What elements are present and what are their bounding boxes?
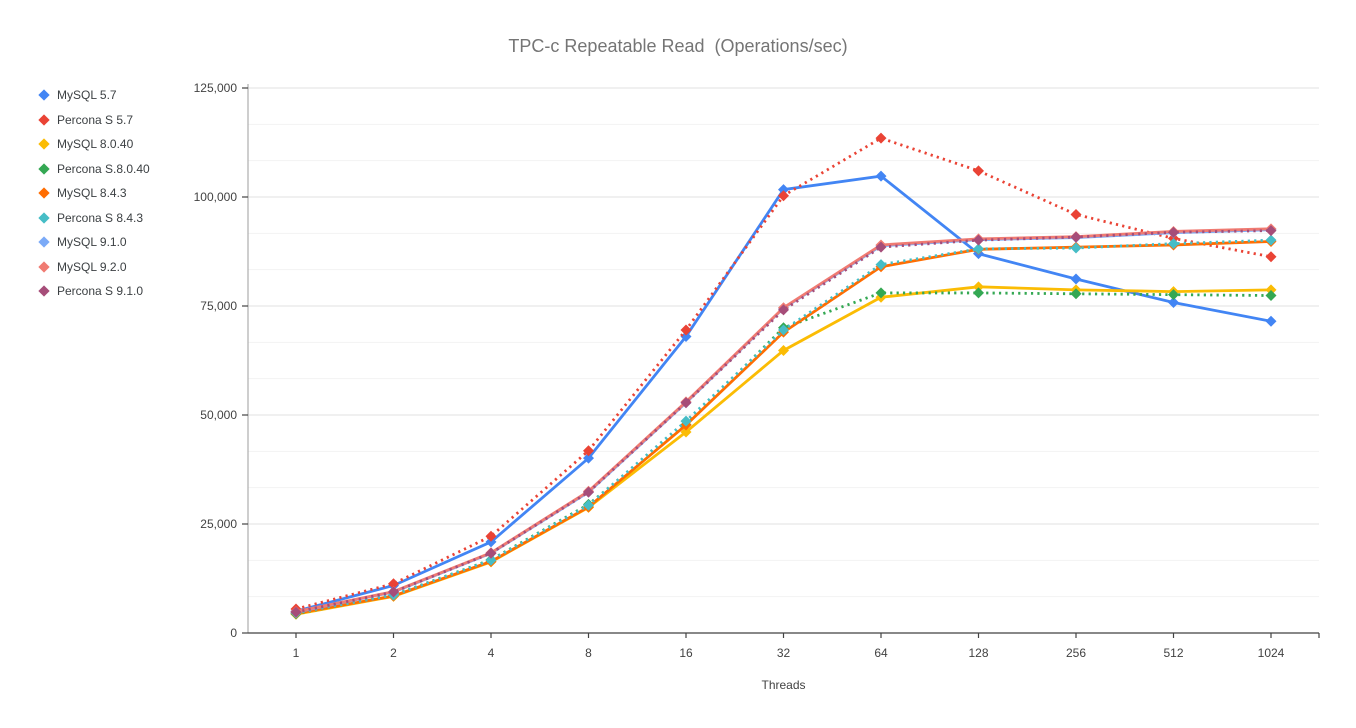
legend-label: Percona S 5.7: [57, 112, 134, 127]
y-tick-label: 25,000: [200, 517, 237, 531]
series-line-mysql-9-1-0: [295, 228, 1272, 614]
data-point-diamond: [1070, 242, 1082, 254]
series-line-percona-s-8-0-40: [295, 291, 1272, 616]
x-tick-label: 64: [874, 646, 888, 660]
data-point-diamond: [875, 287, 887, 299]
y-tick-label: 125,000: [194, 81, 238, 95]
data-point-diamond: [778, 324, 789, 336]
data-point-diamond: [583, 452, 594, 464]
x-tick-label: 128: [968, 646, 988, 660]
legend-item-percona-s-8-4-3: Percona S 8.4.3: [38, 206, 150, 231]
data-point-diamond: [290, 606, 302, 618]
legend-item-percona-s-5-7: Percona S 5.7: [38, 108, 150, 133]
x-tick-label: 2: [390, 646, 397, 660]
series-line-mysql-8-4-3: [295, 240, 1272, 615]
x-tick-label: 1: [293, 646, 300, 660]
y-tick-label: 50,000: [200, 408, 237, 422]
data-point-diamond: [1168, 297, 1179, 309]
legend-item-percona-s-9-1-0: Percona S 9.1.0: [38, 279, 150, 304]
data-point-diamond: [778, 304, 789, 316]
data-point-diamond: [680, 324, 692, 336]
data-point-diamond: [1168, 289, 1179, 301]
data-point-diamond: [875, 170, 887, 182]
x-tick-label: 512: [1163, 646, 1183, 660]
chart-title: TPC-c Repeatable Read (Operations/sec): [508, 36, 848, 56]
data-point-diamond: [680, 397, 692, 409]
x-tick-label: 16: [679, 646, 693, 660]
data-point-diamond: [1070, 273, 1082, 285]
data-point-diamond: [875, 132, 887, 144]
data-point-diamond: [973, 287, 984, 299]
data-point-diamond: [583, 445, 594, 457]
data-point-diamond: [973, 234, 984, 246]
data-point-diamond: [973, 243, 984, 255]
data-point-diamond: [583, 486, 594, 498]
data-point-diamond: [680, 331, 692, 343]
x-axis-title: Threads: [761, 678, 806, 692]
data-point-diamond: [875, 259, 887, 271]
legend-label: Percona S.8.0.40: [57, 161, 150, 176]
data-point-diamond: [1070, 208, 1082, 220]
series-line-percona-s-9-1-0: [295, 229, 1272, 614]
data-point-diamond: [485, 536, 497, 548]
data-point-diamond: [778, 190, 789, 202]
data-point-diamond: [1265, 315, 1277, 327]
legend-label: MySQL 9.1.0: [57, 235, 127, 250]
legend-label: MySQL 9.2.0: [57, 259, 127, 274]
data-point-diamond: [1070, 288, 1082, 300]
legend-item-mysql-9-1-0: MySQL 9.1.0: [38, 230, 150, 255]
chart-legend: MySQL 5.7 Percona S 5.7 MySQL 8.0.40 Percon…: [38, 83, 150, 304]
legend-label: Percona S 8.4.3: [57, 210, 144, 225]
data-point-diamond: [1265, 225, 1277, 237]
data-point-diamond: [875, 241, 887, 253]
data-point-diamond: [1265, 234, 1277, 246]
data-point-diamond: [388, 578, 399, 590]
data-point-diamond: [485, 547, 497, 559]
legend-label: Percona S 9.1.0: [57, 284, 144, 299]
y-tick-label: 75,000: [200, 299, 237, 313]
data-point-diamond: [1168, 226, 1179, 238]
data-point-diamond: [1265, 290, 1277, 302]
legend-label: MySQL 8.4.3: [57, 186, 127, 201]
legend-label: MySQL 8.0.40: [57, 137, 134, 152]
y-tick-label: 100,000: [194, 190, 238, 204]
x-tick-label: 8: [585, 646, 592, 660]
x-tick-label: 1024: [1258, 646, 1285, 660]
data-point-diamond: [388, 586, 399, 598]
x-tick-label: 32: [777, 646, 791, 660]
data-point-diamond: [485, 530, 497, 542]
legend-item-mysql-5-7: MySQL 5.7: [38, 83, 150, 108]
data-point-diamond: [680, 426, 692, 438]
data-point-diamond: [778, 344, 789, 356]
legend-label: MySQL 5.7: [57, 88, 117, 103]
series-line-mysql-9-2-0: [295, 227, 1272, 614]
data-point-diamond: [973, 281, 984, 293]
data-point-diamond: [1168, 238, 1179, 250]
series-line-mysql-5-7: [295, 174, 1272, 613]
data-point-diamond: [485, 554, 497, 566]
data-point-diamond: [583, 499, 594, 511]
data-point-diamond: [1265, 284, 1277, 296]
series-line-percona-s-5-7: [295, 136, 1272, 611]
x-tick-label: 4: [488, 646, 495, 660]
data-point-diamond: [1070, 231, 1082, 243]
data-point-diamond: [1265, 251, 1277, 263]
legend-item-mysql-8-0-40: MySQL 8.0.40: [38, 132, 150, 157]
series-line-percona-s-8-4-3: [295, 238, 1272, 615]
data-point-diamond: [973, 165, 984, 177]
y-tick-label: 0: [230, 626, 237, 640]
x-tick-label: 256: [1066, 646, 1086, 660]
legend-item-percona-s-8-0-40: Percona S.8.0.40: [38, 157, 150, 182]
legend-item-mysql-8-4-3: MySQL 8.4.3: [38, 181, 150, 206]
data-point-diamond: [778, 184, 789, 196]
legend-item-mysql-9-2-0: MySQL 9.2.0: [38, 255, 150, 280]
data-point-diamond: [680, 415, 692, 427]
